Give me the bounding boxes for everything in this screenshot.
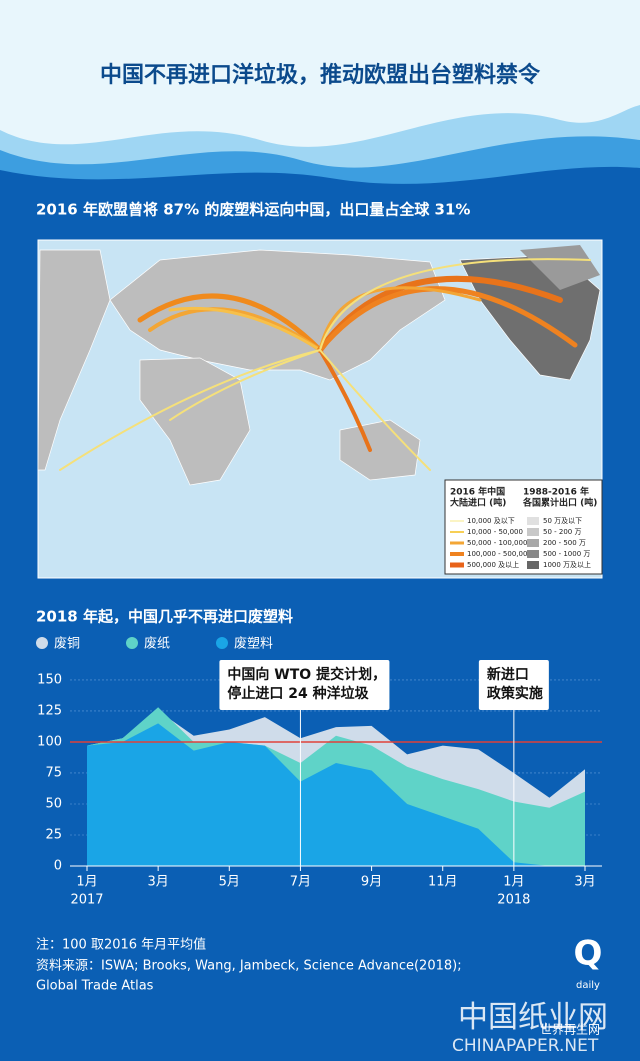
watermark: 中国纸业网 (458, 1001, 608, 1034)
flows (59, 258, 591, 471)
x-tick-label: 11月 (428, 875, 458, 890)
x-year-label: 2018 (497, 893, 530, 908)
x-tick-label: 1月 (503, 875, 524, 890)
annotation-text: 政策实施 (487, 685, 543, 702)
title: 中国不再进口洋垃圾，推动欧盟出台塑料禁令 (100, 62, 541, 88)
legend-label: 50 万及以下 (543, 517, 582, 525)
map-legend (444, 479, 603, 575)
logo: Q (574, 934, 603, 974)
legend-title: 1988-2016 年 (523, 486, 589, 498)
legend-label: 50 - 200 万 (543, 528, 581, 536)
legend-label: 废塑料 (234, 636, 273, 652)
wave (0, 166, 640, 200)
legend-label: 废铜 (54, 636, 80, 652)
legend-swatch (527, 561, 539, 569)
area (87, 723, 585, 866)
watermark: 世界再生网 (540, 1023, 600, 1037)
note: Global Trade Atlas (36, 979, 154, 994)
legend-marker (126, 637, 138, 649)
annotation-box (219, 660, 390, 710)
x-tick-label: 5月 (219, 875, 240, 890)
legend-swatch (527, 550, 539, 558)
y-tick-label: 25 (45, 827, 62, 842)
legend-swatch (527, 539, 539, 547)
y-tick-label: 0 (54, 859, 62, 874)
watermark-url: CHINAPAPER.NET (452, 1036, 599, 1056)
legend-label: 500,000 及以上 (467, 560, 519, 569)
land (37, 249, 111, 471)
legend-label: 500 - 1000 万 (543, 550, 590, 558)
legend-title: 大陆进口 (吨) (450, 497, 506, 509)
x-tick-label: 3月 (148, 875, 169, 890)
map (37, 239, 603, 579)
x-tick-label: 3月 (574, 875, 595, 890)
legend-title: 2016 年中国 (450, 486, 505, 498)
annotation-box (478, 660, 549, 710)
y-tick-label: 75 (45, 765, 62, 780)
note: 资料来源：ISWA; Brooks, Wang, Jambeck, Scienc… (36, 959, 462, 974)
chart-title: 2018 年起，中国几乎不再进口废塑料 (36, 608, 293, 626)
legend-label: 200 - 500 万 (543, 539, 586, 547)
legend-title: 各国累计出口 (吨) (522, 497, 597, 509)
annotation-text: 新进口 (487, 666, 529, 683)
legend-swatch (527, 517, 539, 525)
x-year-label: 2017 (70, 893, 103, 908)
annotation-text: 停止进口 24 种洋垃圾 (227, 685, 369, 702)
legend-label: 1000 万及以上 (543, 560, 591, 569)
x-tick-label: 1月 (76, 875, 97, 890)
y-tick-label: 125 (37, 703, 62, 718)
legend-label: 废纸 (144, 636, 170, 652)
x-tick-label: 7月 (290, 875, 311, 890)
y-tick-label: 50 (45, 796, 62, 811)
annotation-text: 中国向 WTO 提交计划， (227, 666, 386, 683)
legend-label: 100,000 - 500,000 (467, 550, 532, 558)
y-tick-label: 100 (37, 734, 62, 749)
y-tick-label: 150 (37, 672, 62, 687)
map-subtitle: 2016 年欧盟曾将 87% 的废塑料运向中国，出口量占全球 31% (36, 201, 470, 219)
land (520, 245, 600, 290)
note: 注：100 取2016 年月平均值 (36, 937, 206, 953)
legend-label: 50,000 - 100,000 (467, 539, 527, 547)
legend-label: 10,000 - 50,000 (467, 528, 523, 536)
legend-label: 10,000 及以下 (467, 517, 515, 525)
logo-sub: daily (576, 980, 600, 991)
legend-marker (36, 637, 48, 649)
x-tick-label: 9月 (361, 875, 382, 890)
legend-swatch (527, 528, 539, 536)
legend-marker (216, 637, 228, 649)
land (339, 419, 421, 481)
